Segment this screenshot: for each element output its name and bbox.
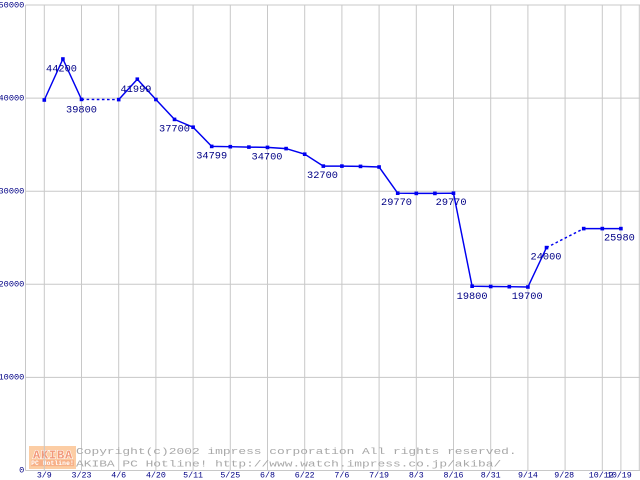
svg-text:PC Hotline!: PC Hotline! [31,460,74,467]
svg-text:25980: 25980 [604,233,635,245]
svg-text:10/12: 10/12 [589,471,614,480]
svg-text:24000: 24000 [531,252,562,264]
svg-text:41999: 41999 [121,84,152,96]
svg-text:40000: 40000 [0,93,24,103]
svg-text:AKIBA: AKIBA [33,448,73,462]
svg-text:30000: 30000 [0,186,24,196]
svg-text:37700: 37700 [159,123,190,135]
svg-text:32700: 32700 [307,170,338,182]
svg-text:19800: 19800 [457,291,488,303]
svg-text:8/16: 8/16 [444,471,464,480]
svg-text:9/14: 9/14 [518,471,538,480]
svg-text:29770: 29770 [381,197,412,209]
svg-text:44200: 44200 [46,63,77,75]
svg-text:10/19: 10/19 [607,471,632,480]
svg-text:7/19: 7/19 [369,471,389,480]
svg-text:4/6: 4/6 [111,471,126,480]
svg-text:19700: 19700 [512,291,543,303]
svg-text:4/20: 4/20 [146,471,166,480]
svg-text:6/8: 6/8 [260,471,275,480]
svg-text:50000: 50000 [0,0,24,10]
svg-text:5/11: 5/11 [183,471,203,480]
svg-text:9/28: 9/28 [554,471,574,480]
svg-text:3/9: 3/9 [37,471,52,480]
svg-text:34700: 34700 [252,151,283,163]
svg-text:AKIBA PC Hotline! http://www.: AKIBA PC Hotline! http://www.watch.impre… [76,460,501,470]
svg-text:0: 0 [19,466,24,476]
svg-text:39800: 39800 [66,104,97,116]
svg-text:29770: 29770 [436,197,467,209]
svg-text:Copyright(c)2002 impress corpo: Copyright(c)2002 impress corporation All… [76,448,517,458]
svg-text:8/3: 8/3 [409,471,424,480]
svg-text:20000: 20000 [0,280,24,290]
svg-text:6/22: 6/22 [295,471,315,480]
svg-text:10000: 10000 [0,373,24,383]
svg-text:34799: 34799 [196,150,227,162]
svg-text:5/25: 5/25 [220,471,240,480]
svg-text:8/31: 8/31 [481,471,501,480]
svg-text:3/23: 3/23 [72,471,92,480]
svg-text:7/6: 7/6 [334,471,349,480]
